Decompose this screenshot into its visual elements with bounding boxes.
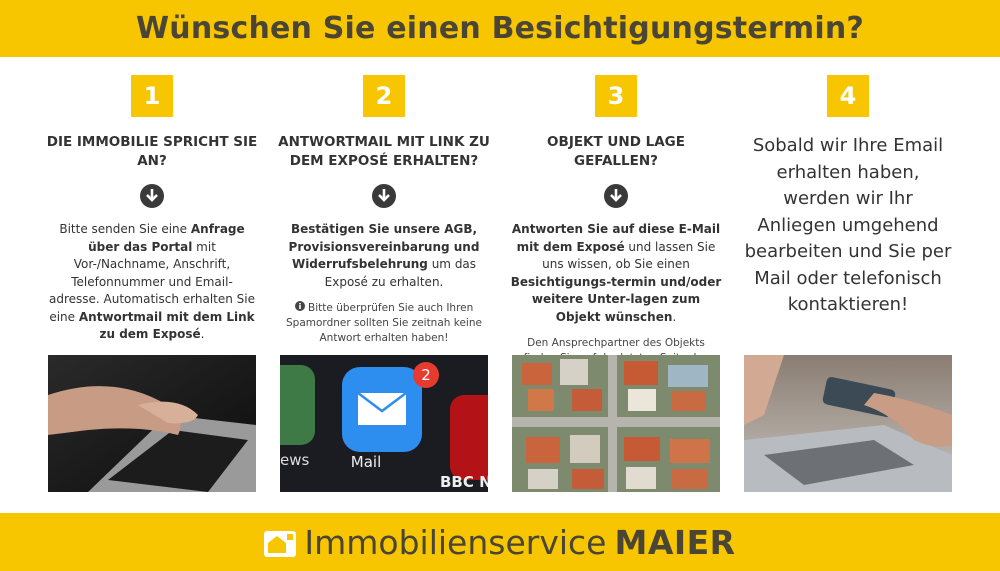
step-heading: DIE IMMOBILIE SPRICHT SIE AN? — [46, 134, 258, 169]
logo-icon — [264, 531, 297, 557]
header-bar: Wünschen Sie einen Besichtigungstermin? — [0, 0, 1000, 57]
step-number: 1 — [131, 75, 173, 117]
photo-text: Mail — [351, 453, 381, 471]
photo-text: BBC N — [440, 473, 488, 491]
step-heading: ANTWORTMAIL MIT LINK ZU DEM EXPOSÉ ERHAL… — [278, 134, 490, 169]
step-body: Bestätigen Sie unsere AGB, Provisionsver… — [278, 221, 490, 291]
text: um das Exposé zu erhalten. — [324, 257, 477, 289]
photo-text: ews — [280, 451, 309, 469]
text: und lassen Sie uns wissen, ob Sie einen — [542, 239, 716, 272]
step: 1 DIE IMMOBILIE SPRICHT SIE AN? Bitte se… — [46, 75, 258, 344]
text: mit Vor-/Nachname, Anschrift, Telefonnum… — [49, 239, 255, 324]
arrow-icon — [372, 184, 396, 208]
bold-text: Antwortmail mit dem Link zu dem Exposé — [78, 309, 255, 342]
text: . — [672, 309, 677, 324]
photo-phone-laptop — [744, 355, 952, 492]
bold-text: Antworten Sie auf diese E-Mail mit dem E… — [511, 222, 721, 254]
step: 3 OBJEKT UND LAGE GEFALLEN? Antworten Si… — [510, 75, 722, 381]
bold-text: Anfrage über das Portal — [88, 222, 245, 254]
note-text: Bitte überprüfen Sie auch Ihren Spamordn… — [286, 302, 482, 344]
step-number: 2 — [363, 75, 405, 117]
info-icon — [294, 301, 305, 311]
brand-name: MAIER — [614, 522, 736, 562]
step: 4 Sobald wir Ihre Email erhalten haben, … — [742, 75, 954, 319]
step-note: Bitte überprüfen Sie auch Ihren Spamordn… — [278, 301, 490, 346]
step: 2 ANTWORTMAIL MIT LINK ZU DEM EXPOSÉ ERH… — [278, 75, 490, 346]
arrow-icon — [140, 184, 164, 208]
photo-laptop-typing — [48, 355, 256, 492]
arrow-icon — [604, 184, 628, 208]
text: . — [200, 327, 205, 341]
step-number: 4 — [827, 75, 869, 117]
photo-mail-app: ews 2 Mail BBC N — [280, 355, 488, 492]
step-number: 3 — [595, 75, 637, 117]
photo-aerial-houses — [512, 355, 720, 492]
text: Bitte senden Sie eine — [59, 222, 191, 236]
bold-text: Bestätigen Sie unsere AGB, Provisionsver… — [288, 222, 480, 271]
step-body: Bitte senden Sie eine Anfrage über das P… — [46, 221, 258, 344]
photo-text: 2 — [421, 366, 431, 384]
footer-bar: Immobilienservice MAIER — [0, 513, 1000, 571]
step-body: Antworten Sie auf diese E-Mail mit dem E… — [510, 221, 722, 326]
title: Wünschen Sie einen Besichtigungstermin? — [136, 11, 864, 46]
step-text: Sobald wir Ihre Email erhalten haben, we… — [744, 135, 952, 315]
step-heading: OBJEKT UND LAGE GEFALLEN? — [547, 134, 685, 169]
brand-text: Immobilienservice — [304, 522, 607, 562]
bold-text: Besichtigungs-termin und/oder weitere Un… — [510, 274, 722, 324]
